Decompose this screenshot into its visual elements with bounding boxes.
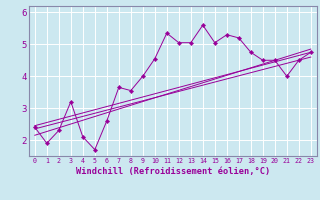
- X-axis label: Windchill (Refroidissement éolien,°C): Windchill (Refroidissement éolien,°C): [76, 167, 270, 176]
